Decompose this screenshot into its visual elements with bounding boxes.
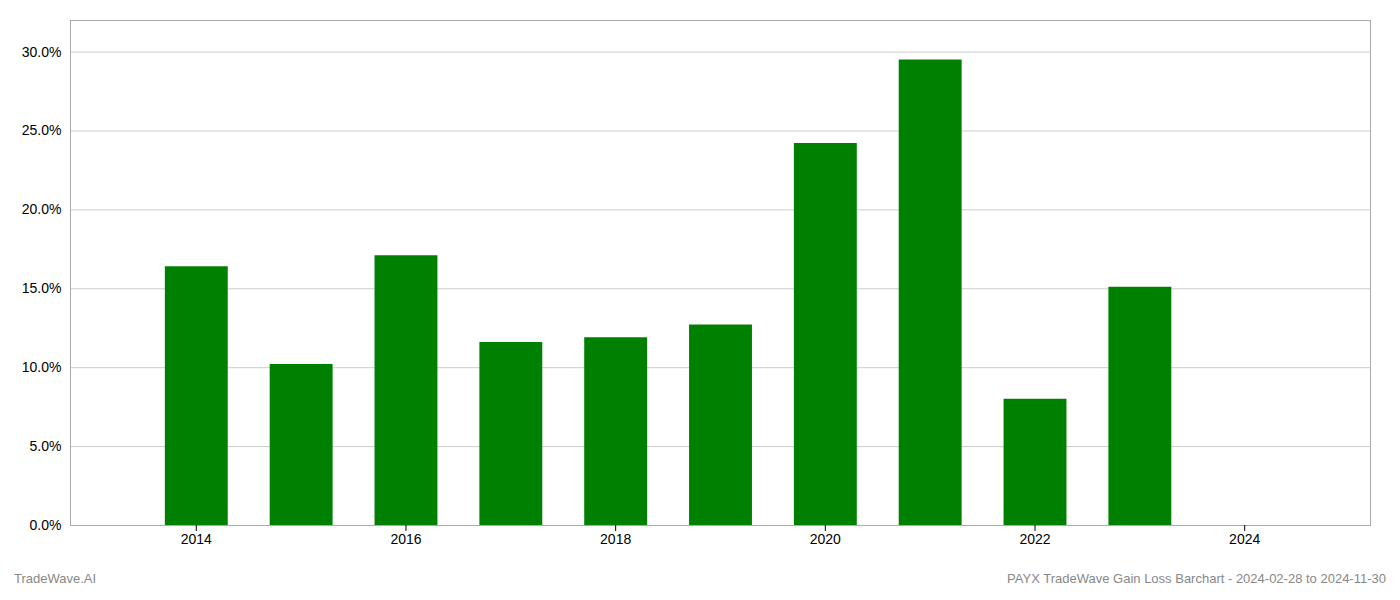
svg-text:2020: 2020 xyxy=(810,531,841,547)
svg-text:0.0%: 0.0% xyxy=(30,517,62,533)
svg-text:2014: 2014 xyxy=(181,531,212,547)
svg-text:5.0%: 5.0% xyxy=(30,438,62,454)
svg-text:15.0%: 15.0% xyxy=(22,280,62,296)
svg-text:30.0%: 30.0% xyxy=(22,44,62,60)
svg-text:2022: 2022 xyxy=(1019,531,1050,547)
html-text:TradeWave.AI: TradeWave.AI xyxy=(14,571,97,586)
svg-text:25.0%: 25.0% xyxy=(22,122,62,138)
svg-text:10.0%: 10.0% xyxy=(22,359,62,375)
svg-text:2016: 2016 xyxy=(390,531,421,547)
html-text:PAYX TradeWave Gain Loss Barch: PAYX TradeWave Gain Loss Barchart - 2024… xyxy=(1007,571,1386,586)
svg-text:2024: 2024 xyxy=(1229,531,1260,547)
svg-text:2018: 2018 xyxy=(600,531,631,547)
svg-text:20.0%: 20.0% xyxy=(22,201,62,217)
